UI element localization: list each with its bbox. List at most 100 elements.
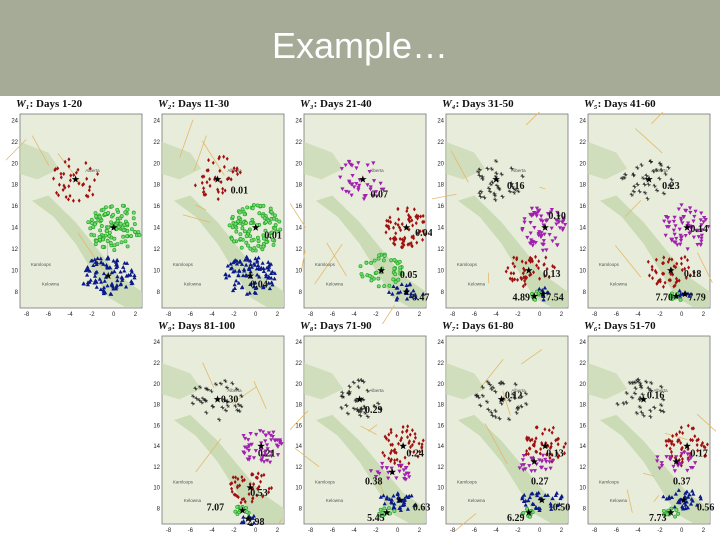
map-place-label: Kamloops xyxy=(599,479,620,484)
cluster-marker xyxy=(236,505,239,508)
y-tick-label: 22 xyxy=(153,140,160,146)
map-background xyxy=(588,336,710,524)
cluster-marker xyxy=(245,506,248,509)
panel-window: W₈ xyxy=(300,320,314,332)
cluster-marker xyxy=(132,211,135,214)
y-tick-label: 20 xyxy=(295,161,302,167)
cluster-marker xyxy=(370,261,373,264)
value-label: 0.04 xyxy=(415,228,432,239)
map-place-label: Alberta xyxy=(227,388,242,393)
value-label: 7.07 xyxy=(207,502,225,513)
x-tick-label: 2 xyxy=(276,528,280,534)
panel-plot: AlbertaKamloopsKelowna24222018161412108-… xyxy=(290,334,432,540)
cluster-marker xyxy=(109,241,112,244)
cluster-marker xyxy=(382,259,385,262)
cluster-marker xyxy=(102,208,105,211)
cluster-marker xyxy=(250,239,253,242)
value-label: 0.17 xyxy=(690,448,707,459)
cluster-marker xyxy=(525,507,528,510)
cluster-marker xyxy=(101,245,104,248)
cluster-marker xyxy=(246,206,249,209)
y-tick-label: 12 xyxy=(11,247,18,253)
x-tick-label: 0 xyxy=(254,528,258,534)
cluster-marker xyxy=(375,271,378,274)
cluster-marker xyxy=(679,298,682,301)
panel-window: W₉ xyxy=(158,320,172,332)
value-label: 4.89 xyxy=(512,292,530,303)
panel-plot: AlbertaKamloopsKelowna24222018161412108-… xyxy=(574,334,716,540)
cluster-marker xyxy=(126,222,129,225)
cluster-marker xyxy=(383,507,386,510)
value-label: 7.70 xyxy=(656,292,674,303)
y-tick-label: 24 xyxy=(153,340,160,346)
cluster-marker xyxy=(94,215,97,218)
cluster-marker xyxy=(528,515,531,518)
cluster-marker xyxy=(368,274,371,277)
value-label: 2.98 xyxy=(247,517,265,528)
x-tick-label: -8 xyxy=(592,528,598,534)
x-tick-label: -4 xyxy=(493,528,499,534)
x-tick-label: -4 xyxy=(351,528,357,534)
y-tick-label: 16 xyxy=(579,204,586,210)
y-tick-label: 8 xyxy=(157,506,161,512)
x-tick-label: -6 xyxy=(46,312,52,318)
y-tick-label: 20 xyxy=(437,382,444,388)
map-place-label: Kelowna xyxy=(468,281,486,286)
y-tick-label: 18 xyxy=(153,183,160,189)
y-tick-label: 10 xyxy=(437,268,444,274)
y-tick-label: 10 xyxy=(295,268,302,274)
cluster-marker xyxy=(100,224,103,227)
y-tick-label: 14 xyxy=(579,226,586,232)
map-place-label: Kelowna xyxy=(326,281,344,286)
cluster-marker xyxy=(251,207,254,210)
y-tick-label: 8 xyxy=(441,506,445,512)
cluster-marker xyxy=(256,204,259,207)
x-tick-label: 2 xyxy=(702,528,706,534)
map-place-label: Kamloops xyxy=(173,479,194,484)
cluster-marker xyxy=(111,213,114,216)
cluster-marker xyxy=(531,511,534,514)
cluster-marker xyxy=(262,204,265,207)
cluster-marker xyxy=(125,235,128,238)
y-tick-label: 24 xyxy=(11,118,18,124)
map-place-label: Kamloops xyxy=(599,262,620,267)
cluster-marker xyxy=(365,261,368,264)
cluster-marker xyxy=(124,211,127,214)
cluster-marker xyxy=(245,235,248,238)
cluster-marker xyxy=(108,234,111,237)
value-label: 7.73 xyxy=(649,513,667,524)
cluster-marker xyxy=(269,207,272,210)
cluster-marker xyxy=(119,222,122,225)
panel-title: W₁: Days 1-20 xyxy=(6,96,148,112)
cluster-marker xyxy=(264,220,267,223)
y-tick-label: 8 xyxy=(441,290,445,296)
y-tick-label: 16 xyxy=(153,204,160,210)
cluster-marker xyxy=(94,211,97,214)
y-tick-label: 24 xyxy=(437,340,444,346)
y-tick-label: 12 xyxy=(437,465,444,471)
panel-title: W₆: Days 51-70 xyxy=(574,318,716,334)
panel-window: W₅ xyxy=(584,98,598,110)
y-tick-label: 24 xyxy=(295,118,302,124)
cluster-marker xyxy=(377,285,380,288)
value-label: 0.18 xyxy=(684,269,702,280)
y-tick-label: 14 xyxy=(295,226,302,232)
value-label: 0.14 xyxy=(690,224,707,235)
y-tick-label: 8 xyxy=(15,290,19,296)
value-label: 0.56 xyxy=(697,502,715,513)
cluster-marker xyxy=(93,223,96,226)
map-place-label: Kelowna xyxy=(610,498,628,503)
panel-plot: AlbertaKamloopsKelowna24222018161412108-… xyxy=(574,112,716,324)
cluster-marker xyxy=(390,259,393,262)
value-label: 0.24 xyxy=(406,448,424,459)
cluster-marker xyxy=(245,511,248,514)
cluster-marker xyxy=(670,507,673,510)
panel-title: W₇: Days 61-80 xyxy=(432,318,574,334)
cluster-marker xyxy=(383,284,386,287)
cluster-marker xyxy=(113,237,116,240)
x-tick-label: -6 xyxy=(330,528,336,534)
cluster-marker xyxy=(377,257,380,260)
cluster-marker xyxy=(120,241,123,244)
